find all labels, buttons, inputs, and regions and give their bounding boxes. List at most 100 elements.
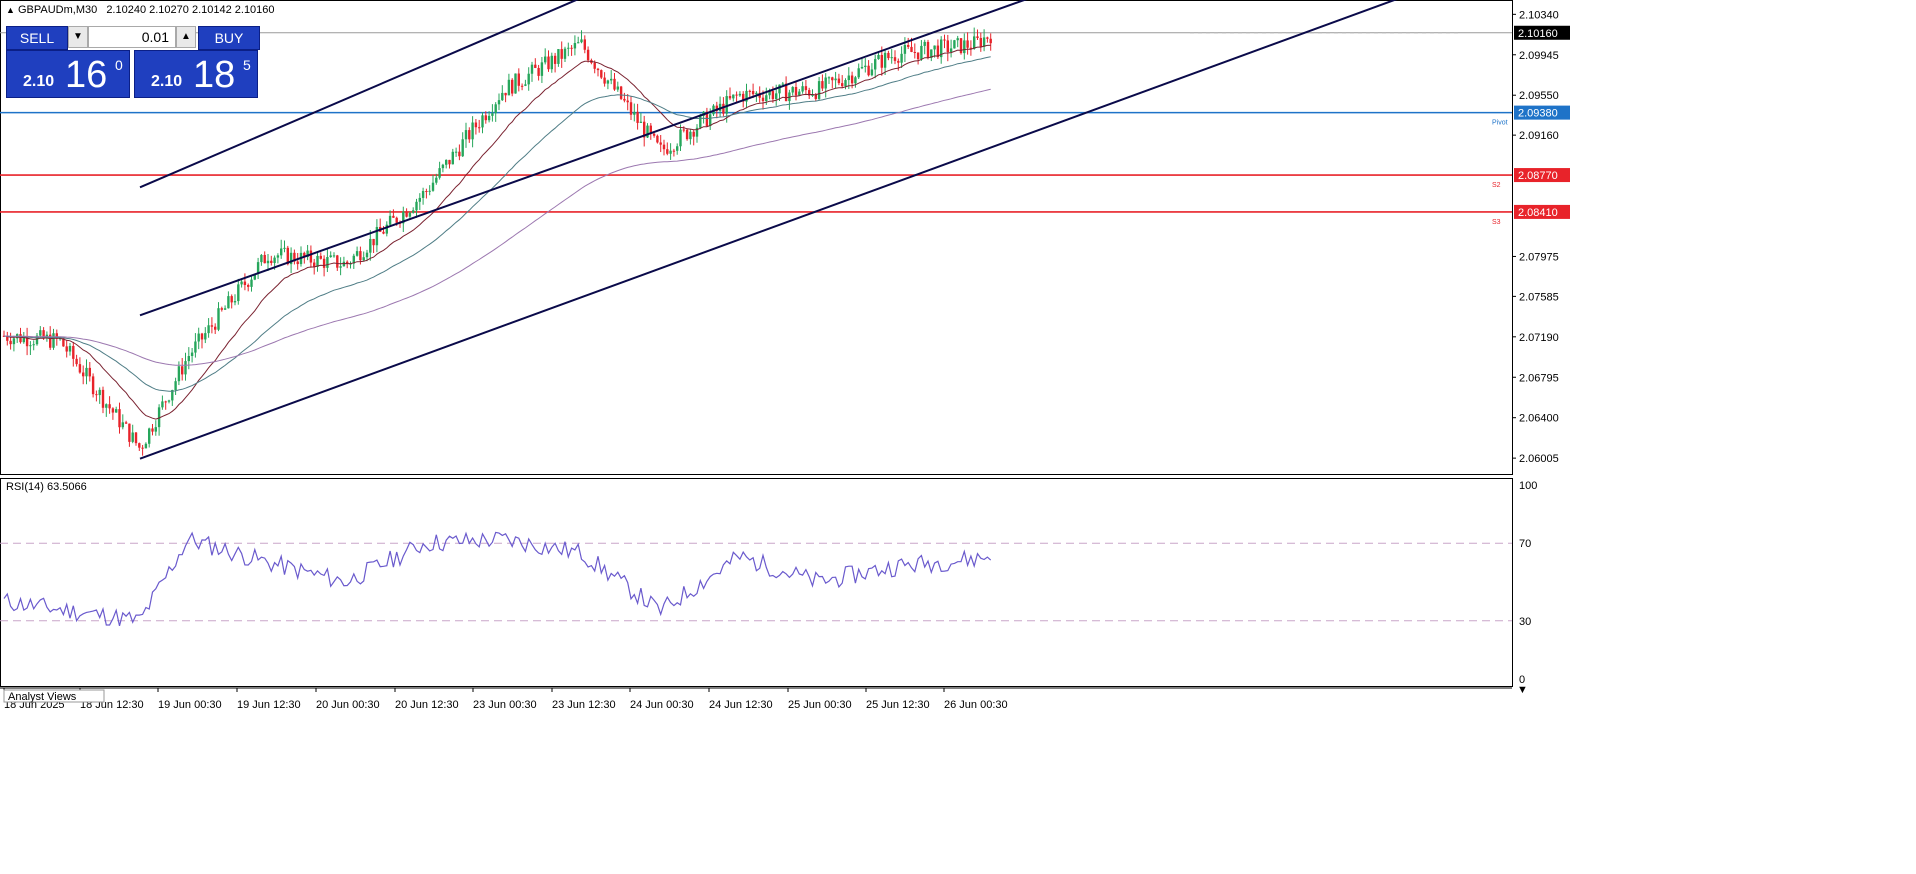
candle-body xyxy=(289,252,293,265)
candle-body xyxy=(425,191,428,193)
candle-body xyxy=(768,90,771,96)
rsi-label: RSI(14) 63.5066 xyxy=(6,481,87,493)
candle-body xyxy=(88,367,91,377)
candle-body xyxy=(329,255,332,258)
candle-body xyxy=(860,66,864,69)
candle-body xyxy=(593,62,596,69)
candle-body xyxy=(484,115,487,121)
rsi-tick-label: 100 xyxy=(1519,480,1537,492)
sell-button[interactable]: SELL xyxy=(6,26,68,50)
sell-price-fraction: 0 xyxy=(115,57,123,73)
ma-mid-line xyxy=(3,56,991,392)
lot-decrease-button[interactable]: ▼ xyxy=(68,26,88,48)
price-tick-label: 2.07190 xyxy=(1519,332,1559,344)
buy-price-fraction: 5 xyxy=(243,57,251,73)
collapse-triangle-icon[interactable]: ▲ xyxy=(6,5,15,15)
candle-body xyxy=(382,231,385,234)
candle-body xyxy=(68,345,72,352)
candle-body xyxy=(293,252,296,262)
level-tag-s3: S3 xyxy=(1492,219,1501,226)
candle-body xyxy=(732,94,735,99)
candle-body xyxy=(913,51,916,53)
time-tick-label: 23 Jun 00:30 xyxy=(473,699,537,711)
candle-body xyxy=(431,182,435,191)
candle-body xyxy=(501,92,504,101)
candle-body xyxy=(144,443,148,449)
candle-body xyxy=(636,111,639,123)
candle-body xyxy=(963,40,966,54)
candle-body xyxy=(936,45,940,58)
candle-body xyxy=(685,129,689,140)
candle-body xyxy=(131,432,134,442)
candle-body xyxy=(177,366,181,382)
current-price-label: 2.10160 xyxy=(1518,28,1558,40)
candle-body xyxy=(22,336,25,343)
candle-body xyxy=(154,427,157,432)
candle-body xyxy=(148,428,151,444)
candle-body xyxy=(217,308,220,330)
candle-body xyxy=(352,255,355,264)
buy-price-box[interactable]: 2.10 18 5 xyxy=(134,50,258,98)
level-price-label: 2.09380 xyxy=(1518,108,1558,120)
candle-body xyxy=(42,330,45,339)
time-tick-label: 24 Jun 00:30 xyxy=(630,699,694,711)
candle-body xyxy=(385,224,388,234)
time-tick-label: 25 Jun 12:30 xyxy=(866,699,930,711)
candle-body xyxy=(976,36,979,38)
candle-body xyxy=(771,90,775,100)
candle-body xyxy=(346,261,349,264)
rsi-tick-label: 70 xyxy=(1519,538,1531,550)
lot-increase-button[interactable]: ▲ xyxy=(176,26,196,48)
candle-body xyxy=(619,86,623,99)
candle-body xyxy=(405,211,408,217)
level-marker-pivot xyxy=(1514,105,1570,120)
candle-body xyxy=(982,37,986,47)
candle-body xyxy=(408,212,412,217)
one-click-trading-panel: SELL ▼ ▲ BUY 2.10 16 0 2.10 18 5 xyxy=(6,26,260,98)
candle-body xyxy=(887,52,890,59)
candle-body xyxy=(834,78,837,81)
candle-body xyxy=(65,346,68,352)
candle-body xyxy=(907,44,910,47)
candle-body xyxy=(39,330,42,336)
candle-body xyxy=(563,48,567,59)
candle-body xyxy=(738,93,742,96)
time-tick-label: 23 Jun 12:30 xyxy=(552,699,616,711)
candle-body xyxy=(250,279,253,287)
candle-body xyxy=(283,247,286,249)
candle-body xyxy=(167,400,171,402)
symbol-timeframe: GBPAUDm,M30 xyxy=(17,4,98,16)
level-marker-s2 xyxy=(1514,168,1570,183)
candle-body xyxy=(230,296,233,303)
candle-body xyxy=(151,428,154,432)
sell-price-box[interactable]: 2.10 16 0 xyxy=(6,50,130,98)
candle-body xyxy=(643,121,646,138)
candle-body xyxy=(735,94,738,96)
price-tick-label: 2.09160 xyxy=(1519,130,1559,142)
candle-body xyxy=(6,335,9,341)
candle-body xyxy=(52,333,55,348)
buy-button[interactable]: BUY xyxy=(198,26,260,50)
candle-body xyxy=(286,247,289,265)
channel-line-2 xyxy=(139,0,1028,317)
candle-body xyxy=(778,84,781,94)
candle-body xyxy=(243,281,247,285)
candle-body xyxy=(448,159,451,165)
candle-body xyxy=(530,64,534,74)
candle-body xyxy=(765,95,768,102)
lot-size-input[interactable] xyxy=(88,26,176,48)
candle-body xyxy=(204,333,207,340)
candle-body xyxy=(464,130,468,140)
candle-body xyxy=(190,352,194,357)
candle-body xyxy=(791,87,794,93)
candle-body xyxy=(567,47,570,49)
candle-body xyxy=(973,36,976,49)
candle-body xyxy=(511,79,514,94)
candle-body xyxy=(725,96,728,114)
candle-body xyxy=(652,133,656,136)
candle-body xyxy=(923,41,926,46)
candle-body xyxy=(854,77,857,84)
candle-body xyxy=(223,308,227,310)
candle-body xyxy=(187,356,190,362)
